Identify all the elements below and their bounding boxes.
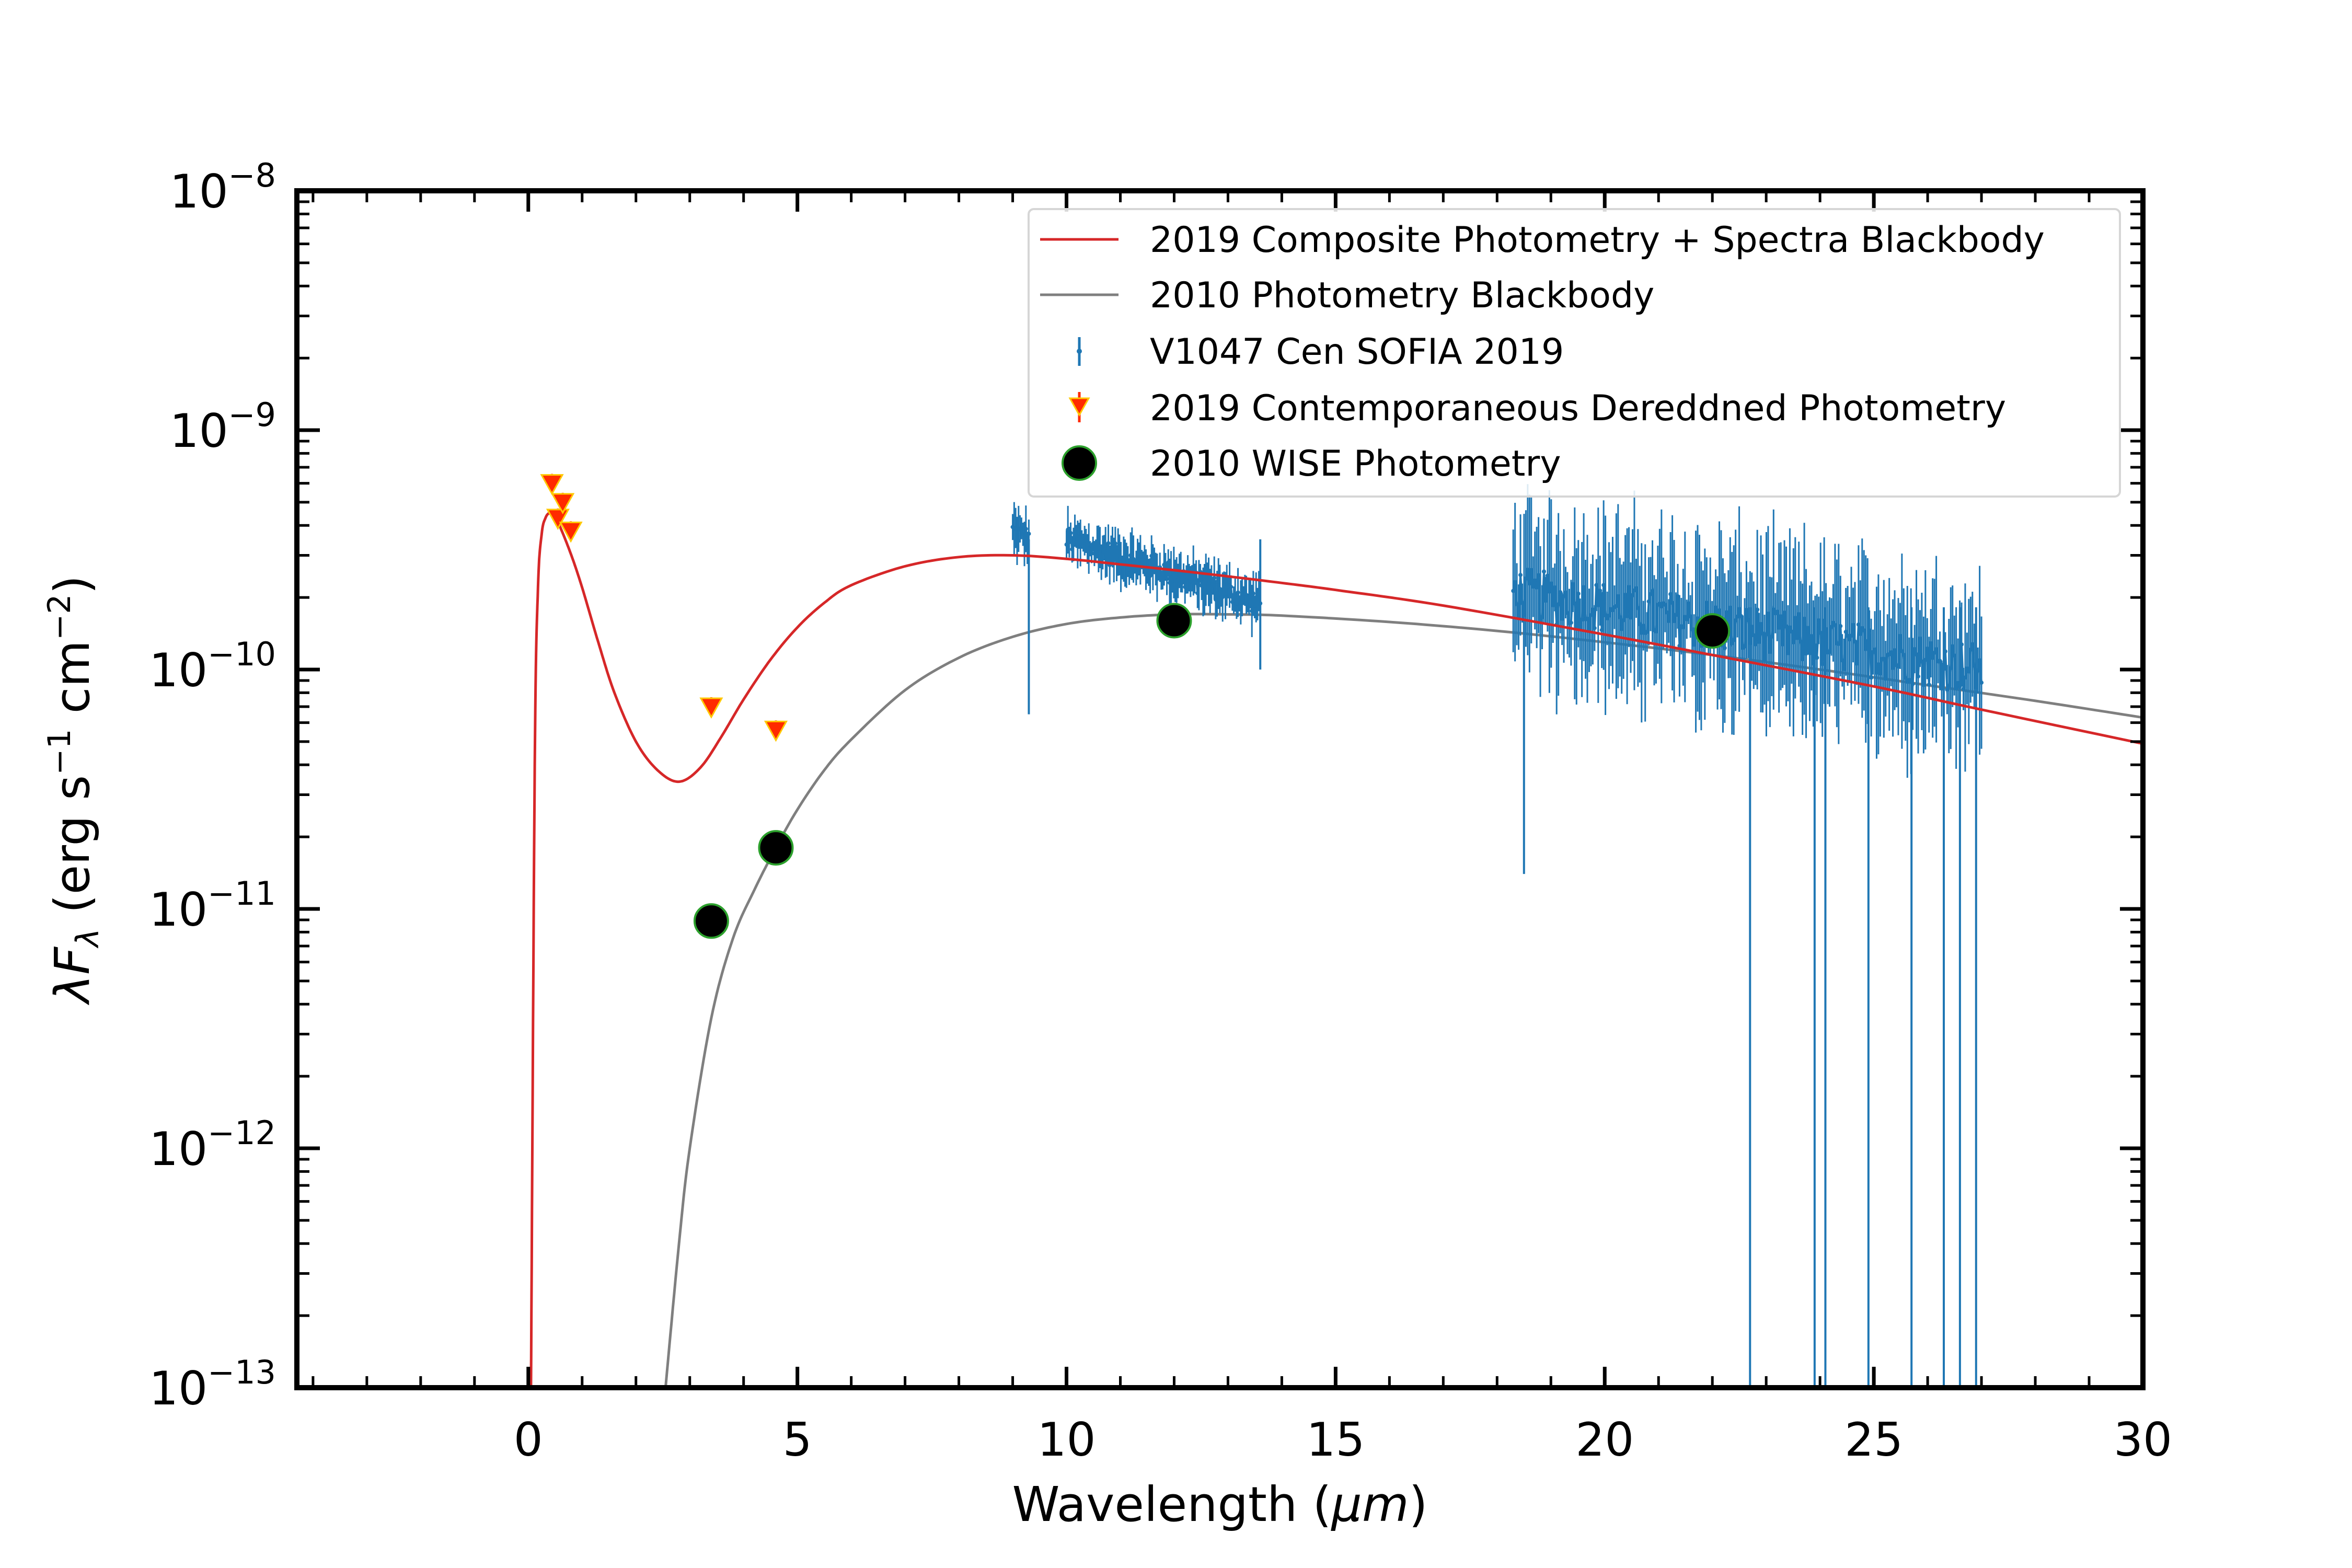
y-axis-title: λFλ (erg s−1 cm−2) [41, 575, 106, 1006]
tick-labels: 0 5 10 15 20 25 30 10−13 10−12 10−11 10−10 10−9 10−8 [149, 156, 2172, 1467]
dereddened-photometry-point [699, 697, 723, 719]
wise-photometry-point [1156, 603, 1192, 639]
y-tick-label: 10−9 [170, 396, 276, 458]
wise-photometry-point [693, 903, 729, 939]
x-tick-label: 0 [514, 1413, 543, 1467]
legend-label-sofia: V1047 Cen SOFIA 2019 [1150, 331, 1564, 373]
x-tick-label: 15 [1306, 1413, 1365, 1467]
dereddened-photometry-point [764, 720, 788, 742]
x-tick-label: 30 [2114, 1413, 2172, 1467]
legend-frame [1028, 208, 2121, 498]
spectrum-segment-line [1012, 526, 1030, 548]
x-tick-label: 20 [1575, 1413, 1634, 1467]
dereddened-photometry-point [546, 509, 570, 530]
y-tick-label: 10−12 [149, 1114, 276, 1176]
legend-label-2010-blackbody: 2010 Photometry Blackbody [1150, 275, 1654, 316]
dereddened-photometry-point [559, 521, 583, 543]
dereddened-photometry-point [551, 493, 575, 514]
legend-label-dereddened-photometry: 2019 Contemporaneous Dereddned Photometr… [1150, 388, 2006, 429]
legend-label-composite-blackbody: 2019 Composite Photometry + Spectra Blac… [1150, 220, 2045, 261]
series-sofia-spectrum [1010, 484, 1984, 1388]
spectrum-segment-line [1065, 529, 1262, 612]
dereddened-photometry-point [540, 474, 564, 495]
legend-swatch-triangle [1068, 397, 1090, 417]
wise-photometry-point [758, 830, 794, 866]
plot-area [529, 474, 2143, 1388]
x-tick-label: 10 [1037, 1413, 1096, 1467]
x-tick-label: 5 [783, 1413, 812, 1467]
spectrum-segment-line [1512, 569, 1983, 694]
y-tick-label: 10−13 [149, 1353, 276, 1415]
y-tick-label: 10−10 [149, 635, 276, 697]
axes-frame [294, 188, 2146, 1390]
legend-swatch-errorbar-dot [1077, 349, 1082, 354]
legend-label-wise: 2010 WISE Photometry [1150, 443, 1561, 485]
y-tick-label: 10−8 [170, 156, 276, 218]
legend: 2019 Composite Photometry + Spectra Blac… [1028, 208, 2121, 498]
x-tick-label: 25 [1844, 1413, 1903, 1467]
wise-photometry-point [1694, 613, 1731, 649]
legend-swatch-wise-circle [1062, 445, 1097, 481]
x-axis-title: Wavelength (μm) [1012, 1477, 1428, 1532]
y-tick-label: 10−11 [149, 874, 276, 937]
